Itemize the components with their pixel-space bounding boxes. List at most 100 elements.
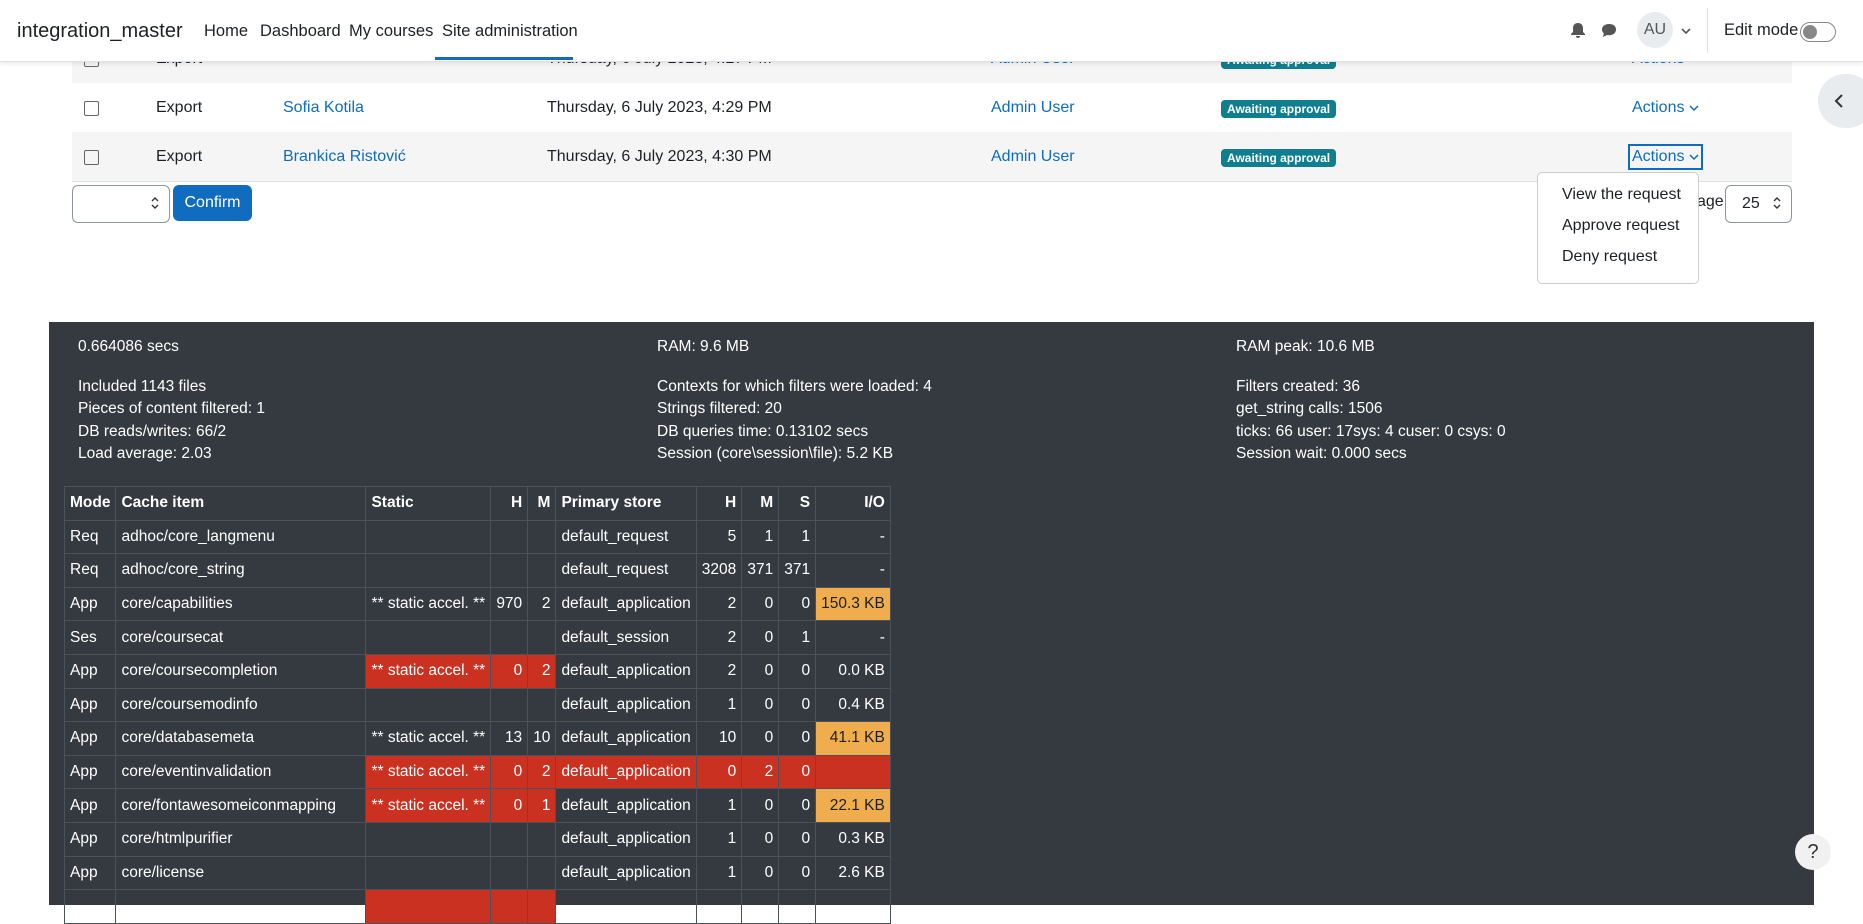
cache-cell: 10 bbox=[695, 721, 743, 756]
perf-stat: Pieces of content filtered: 1 bbox=[78, 400, 265, 417]
cache-cell: 0 bbox=[741, 586, 780, 622]
cache-cell: 2.6 KB bbox=[815, 855, 891, 891]
cache-cell: 371 bbox=[741, 553, 780, 588]
nav-link[interactable]: Dashboard bbox=[260, 22, 341, 40]
avatar[interactable]: AU bbox=[1637, 12, 1673, 48]
cache-cell bbox=[527, 855, 557, 891]
checkbox[interactable] bbox=[84, 101, 99, 116]
by-link[interactable]: Admin User bbox=[991, 99, 1075, 116]
cache-cell bbox=[490, 855, 529, 891]
status-badge: Awaiting approval bbox=[1221, 149, 1337, 167]
column-header: S bbox=[778, 486, 817, 521]
cache-cell bbox=[527, 519, 557, 555]
user-link[interactable]: Brankica Ristović bbox=[283, 148, 406, 165]
menu-item[interactable]: Approve request bbox=[1562, 217, 1680, 234]
cache-cell: App bbox=[63, 821, 117, 857]
per-page-value: 25 bbox=[1742, 195, 1760, 212]
perf-stat: Included 1143 files bbox=[78, 378, 207, 395]
cache-cell: 1 bbox=[778, 519, 817, 555]
cache-table: Mode Cache item Static H M Primary store H M S I/… bbox=[63, 486, 891, 924]
cache-cell: core/capabilities bbox=[115, 586, 367, 622]
cache-row: App core/capabilities ** static accel. ** 9… bbox=[63, 586, 891, 622]
cache-cell: - bbox=[815, 519, 891, 555]
help-button[interactable]: ? bbox=[1795, 834, 1831, 870]
brand[interactable]: integration_master bbox=[17, 20, 183, 42]
cache-cell: Ses bbox=[63, 620, 117, 655]
nav-link[interactable]: My courses bbox=[349, 22, 434, 40]
toggle[interactable] bbox=[1800, 22, 1836, 42]
actions-link[interactable]: Actions bbox=[1632, 99, 1699, 117]
perf-stat: DB reads/writes: 66/2 bbox=[78, 423, 227, 440]
cache-cell: core/coursemodinfo bbox=[115, 687, 367, 723]
cache-cell: 0 bbox=[695, 754, 743, 790]
bulk-select[interactable] bbox=[72, 185, 170, 223]
cache-cell: App bbox=[63, 653, 117, 689]
menu-item[interactable]: Deny request bbox=[1562, 248, 1658, 265]
cache-cell: 1 bbox=[527, 788, 557, 823]
checkbox[interactable] bbox=[84, 150, 99, 165]
cache-cell bbox=[555, 889, 697, 924]
cache-cell: 1 bbox=[695, 855, 743, 891]
cache-cell: App bbox=[63, 586, 117, 622]
active-underline bbox=[435, 57, 573, 60]
cache-cell: 0 bbox=[778, 721, 817, 756]
per-page-select[interactable]: 25 bbox=[1725, 185, 1792, 223]
perf-stat: Load average: 2.03 bbox=[78, 445, 212, 462]
cache-cell bbox=[527, 553, 557, 588]
drawer-toggle[interactable] bbox=[1818, 74, 1863, 128]
cache-cell: ** static accel. ** bbox=[365, 653, 492, 689]
cache-cell bbox=[695, 889, 743, 924]
cache-cell: App bbox=[63, 754, 117, 790]
cache-cell bbox=[527, 821, 557, 857]
cache-cell bbox=[527, 687, 557, 723]
cache-cell: 22.1 KB bbox=[815, 788, 891, 823]
actions-link[interactable]: Actions bbox=[1628, 144, 1703, 170]
column-header: Mode bbox=[63, 486, 117, 521]
cache-cell: 2 bbox=[527, 653, 557, 689]
cache-row: App core/eventinvalidation ** static accel… bbox=[63, 754, 891, 790]
cache-cell bbox=[490, 620, 529, 655]
nav-link[interactable]: Home bbox=[204, 22, 249, 40]
cache-cell: 0 bbox=[490, 653, 529, 689]
cache-cell bbox=[365, 553, 492, 588]
cache-cell: default_request bbox=[555, 553, 697, 588]
cache-cell: 371 bbox=[778, 553, 817, 588]
menu-item[interactable]: View the request bbox=[1562, 186, 1681, 203]
column-header: M bbox=[527, 486, 557, 521]
cache-cell: default_application bbox=[555, 821, 697, 857]
cache-cell bbox=[815, 889, 891, 924]
cache-cell: 2 bbox=[741, 754, 780, 790]
chevron[interactable] bbox=[1680, 26, 1692, 36]
perf-stat: Contexts for which filters were loaded: … bbox=[657, 378, 932, 395]
cache-cell: 0 bbox=[741, 653, 780, 689]
cache-cell: ** static accel. ** bbox=[365, 754, 492, 790]
cache-cell: default_application bbox=[555, 721, 697, 756]
cache-cell bbox=[527, 620, 557, 655]
cache-cell: 1 bbox=[741, 519, 780, 555]
cache-cell: 0.0 KB bbox=[815, 653, 891, 689]
cache-cell: 0.3 KB bbox=[815, 821, 891, 857]
column-header: M bbox=[741, 486, 780, 521]
perf-stat: Strings filtered: 20 bbox=[657, 400, 782, 417]
cache-cell: Req bbox=[63, 519, 117, 555]
perf-stat: ticks: 66 user: 17sys: 4 cuser: 0 csys: … bbox=[1236, 423, 1506, 440]
cache-cell: 2 bbox=[527, 586, 557, 622]
confirm-button[interactable]: Confirm bbox=[173, 185, 252, 221]
cache-cell: 1 bbox=[778, 620, 817, 655]
cache-cell: core/license bbox=[115, 855, 367, 891]
cache-cell: 0.4 KB bbox=[815, 687, 891, 723]
cache-cell: core/eventinvalidation bbox=[115, 754, 367, 790]
column-header: Static bbox=[365, 486, 492, 521]
bell-icon[interactable] bbox=[1569, 21, 1587, 39]
request-row bbox=[72, 83, 1792, 133]
user-link[interactable]: Sofia Kotila bbox=[283, 99, 364, 116]
cache-cell bbox=[365, 889, 492, 924]
cache-row: Req adhoc/core_string default_request 3208 3… bbox=[63, 553, 891, 588]
nav-link[interactable]: Site administration bbox=[442, 22, 578, 40]
cache-cell: adhoc/core_langmenu bbox=[115, 519, 367, 555]
request-date: Thursday, 6 July 2023, 4:29 PM bbox=[547, 99, 772, 116]
by-link[interactable]: Admin User bbox=[991, 148, 1075, 165]
cache-cell: 970 bbox=[490, 586, 529, 622]
cache-cell: Req bbox=[63, 553, 117, 588]
chat-icon[interactable] bbox=[1600, 21, 1618, 39]
